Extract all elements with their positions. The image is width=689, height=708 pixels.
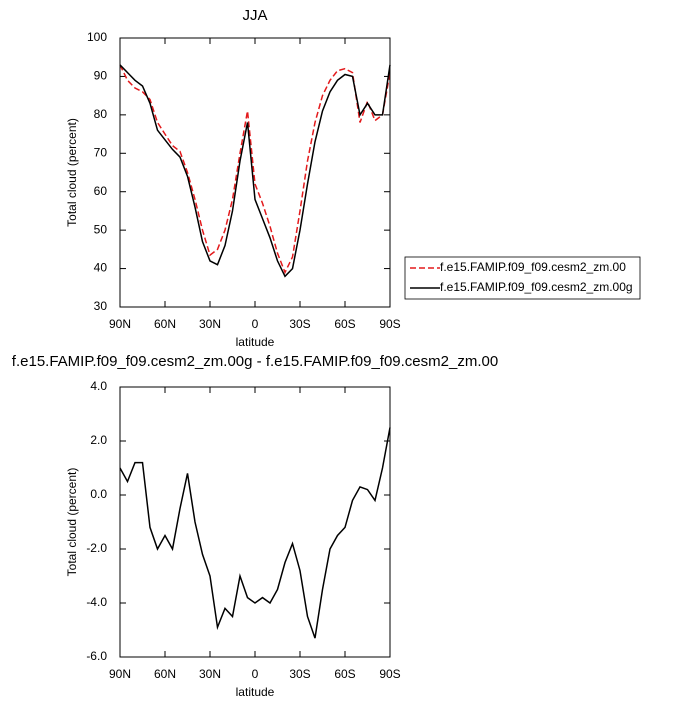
x-axis-label: latitude bbox=[236, 685, 275, 699]
data-line bbox=[119, 64, 391, 275]
y-tick-label: 2.0 bbox=[90, 433, 107, 447]
y-tick-label: 0.0 bbox=[90, 487, 107, 501]
x-tick-label: 0 bbox=[252, 667, 259, 681]
legend-box bbox=[404, 256, 641, 300]
y-tick-label: 40 bbox=[94, 261, 108, 275]
x-tick-label: 30S bbox=[289, 317, 310, 331]
y-tick-label: 80 bbox=[94, 107, 108, 121]
x-tick-label: 0 bbox=[252, 317, 259, 331]
x-tick-label: 90N bbox=[109, 317, 131, 331]
y-tick-label: 60 bbox=[94, 184, 108, 198]
data-line bbox=[119, 64, 391, 278]
y-tick-label: -4.0 bbox=[86, 595, 107, 609]
y-tick-label: -2.0 bbox=[86, 541, 107, 555]
y-tick-label: 70 bbox=[94, 145, 108, 159]
legend-label: f.e15.FAMIP.f09_f09.cesm2_zm.00g bbox=[440, 280, 633, 294]
chart-title: f.e15.FAMIP.f09_f09.cesm2_zm.00g - f.e15… bbox=[12, 353, 498, 370]
x-tick-label: 60S bbox=[334, 667, 355, 681]
x-tick-label: 30N bbox=[199, 317, 221, 331]
y-axis-label: Total cloud (percent) bbox=[65, 468, 79, 577]
x-tick-label: 90N bbox=[109, 667, 131, 681]
x-axis-label: latitude bbox=[236, 335, 275, 349]
y-tick-label: 30 bbox=[94, 299, 108, 313]
x-tick-label: 60N bbox=[154, 667, 176, 681]
x-tick-label: 60N bbox=[154, 317, 176, 331]
x-tick-label: 30S bbox=[289, 667, 310, 681]
y-tick-label: -6.0 bbox=[86, 649, 107, 663]
y-tick-label: 4.0 bbox=[90, 379, 107, 393]
y-tick-label: 50 bbox=[94, 222, 108, 236]
y-tick-label: 100 bbox=[87, 30, 107, 44]
plot-frame bbox=[119, 37, 391, 308]
x-tick-label: 90S bbox=[379, 667, 400, 681]
x-tick-label: 60S bbox=[334, 317, 355, 331]
x-tick-label: 30N bbox=[199, 667, 221, 681]
chart-title: JJA bbox=[242, 7, 267, 24]
legend-label: f.e15.FAMIP.f09_f09.cesm2_zm.00 bbox=[440, 260, 626, 274]
y-tick-label: 90 bbox=[94, 69, 108, 83]
plot-frame bbox=[119, 386, 391, 658]
x-tick-label: 90S bbox=[379, 317, 400, 331]
data-line bbox=[119, 427, 391, 639]
y-axis-label: Total cloud (percent) bbox=[65, 118, 79, 227]
